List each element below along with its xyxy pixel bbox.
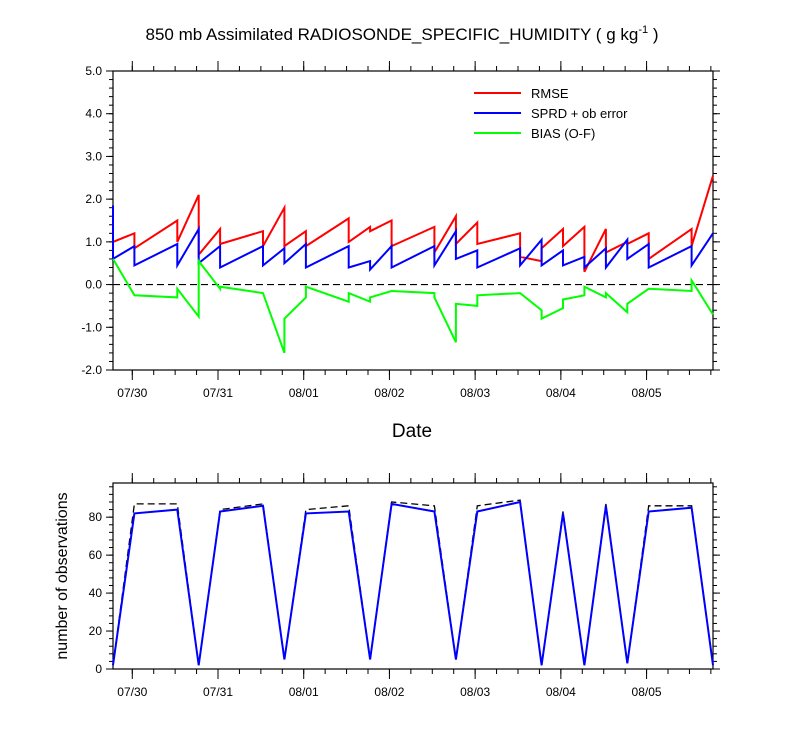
x-axis-label: Date [392,421,432,442]
y-tick-label: 5.0 [85,64,102,78]
x-tick-label: 08/01 [289,386,319,400]
y-tick-label: 4.0 [85,107,102,121]
y-tick-label: -2.0 [81,363,102,377]
y-tick-label: 40 [89,586,103,600]
y-tick-label: 60 [89,548,103,562]
x-tick-label: 08/05 [632,386,662,400]
bottom-panel: 0 20 40 60 80 07/30 07/31 08/01 08/02 08/03 08/04 0… [89,473,720,699]
x-tick-label: 08/04 [546,386,576,400]
y-tick-label: 3.0 [85,149,102,163]
plot-frame [112,482,714,670]
x-tick-label: 08/02 [374,386,404,400]
x-tick-label: 08/02 [374,685,404,699]
x-tick-label: 07/31 [203,685,233,699]
y-tick-label: 0.0 [85,278,102,292]
title-close: ) [648,25,658,44]
y-tick-label: 0 [95,662,102,676]
x-tick-label: 07/31 [203,386,233,400]
legend-label-0: RMSE [531,86,569,101]
x-tick-label: 08/04 [546,685,576,699]
series-line-assimilated-observations [112,500,714,666]
top-panel: -2.0 -1.0 0.0 1.0 2.0 3.0 4.0 5.0 07/30 07/31 08/0… [81,61,720,400]
title-text: 850 mb Assimilated RADIOSONDE_SPECIFIC_H… [146,25,639,44]
y-tick-label: 2.0 [85,192,102,206]
x-tick-label: 08/03 [460,386,490,400]
legend-label-1: SPRD + ob error [531,106,628,121]
legend-label-2: BIAS (O-F) [531,126,595,141]
title-superscript: -1 [638,24,648,36]
x-tick-label: 07/30 [117,386,147,400]
chart-title: 850 mb Assimilated RADIOSONDE_SPECIFIC_H… [146,24,659,44]
x-tick-label: 08/05 [632,685,662,699]
series-line-bias-o-f- [112,258,714,354]
y-axis-label-observations: number of observations [54,492,71,659]
x-tick-label: 07/30 [117,685,147,699]
y-tick-label: 20 [89,624,103,638]
x-tick-label: 08/01 [289,685,319,699]
y-tick-label: -1.0 [81,320,102,334]
series-line-sprd-ob-error [112,205,714,273]
x-tick-label: 08/03 [460,685,490,699]
y-tick-label: 1.0 [85,235,102,249]
y-tick-label: 80 [89,510,103,524]
